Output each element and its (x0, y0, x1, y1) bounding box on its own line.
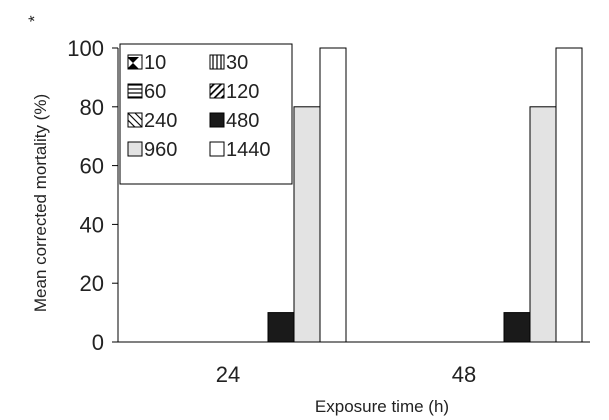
y-tick-label: 60 (80, 154, 104, 179)
legend-label-240: 240 (144, 110, 177, 132)
x-tick-label: 48 (452, 362, 476, 387)
bars (267, 47, 583, 343)
legend-swatch-960 (127, 141, 143, 157)
legend-label-120: 120 (226, 81, 259, 103)
legend-swatch-240 (127, 112, 143, 128)
y-axis: 0 20 40 60 80 100 (67, 36, 119, 355)
bar-960-48 (529, 106, 557, 343)
bar-960-24 (293, 106, 321, 343)
legend-swatch-1440 (209, 141, 225, 157)
bar-480-24 (267, 312, 295, 343)
legend: 10 30 60 120 240 480 960 1440 (119, 43, 293, 185)
legend-label-60: 60 (144, 81, 166, 103)
y-tick-label: 40 (80, 212, 104, 237)
legend-swatch-120 (209, 83, 225, 99)
y-axis-title-footnote-marker: * (25, 15, 44, 22)
legend-label-1440: 1440 (226, 139, 271, 161)
y-axis-title: Mean corrected mortality (%) (31, 94, 50, 312)
x-tick-label: 24 (216, 362, 240, 387)
y-tick-label: 100 (67, 36, 104, 61)
legend-label-480: 480 (226, 110, 259, 132)
legend-swatch-480 (209, 112, 225, 128)
y-tick-label: 0 (92, 330, 104, 355)
y-tick-label: 20 (80, 271, 104, 296)
x-axis-title: Exposure time (h) (315, 397, 449, 416)
legend-swatch-10 (127, 54, 143, 70)
x-axis: 24 48 (118, 341, 590, 387)
legend-label-960: 960 (144, 139, 177, 161)
bar-1440-24 (319, 47, 347, 343)
legend-swatch-30 (209, 54, 225, 70)
legend-label-10: 10 (144, 52, 166, 74)
bar-480-48 (503, 312, 531, 343)
legend-label-30: 30 (226, 52, 248, 74)
legend-swatch-60 (127, 83, 143, 99)
legend-frame (119, 43, 293, 185)
y-tick-label: 80 (80, 95, 104, 120)
bar-1440-48 (555, 47, 583, 343)
